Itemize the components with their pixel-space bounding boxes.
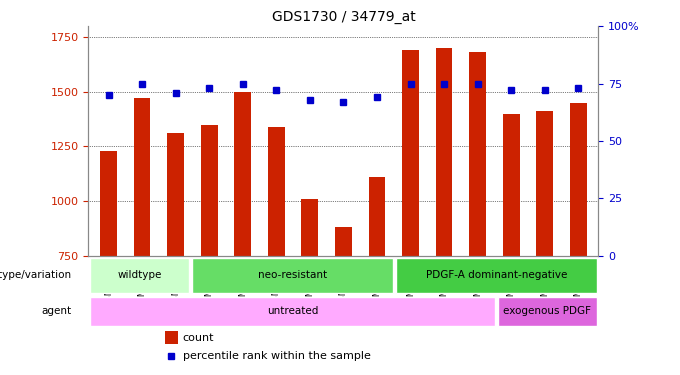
Text: neo-resistant: neo-resistant bbox=[258, 270, 327, 280]
Bar bbox=[396, 258, 597, 293]
Bar bbox=[165, 331, 177, 344]
Title: GDS1730 / 34779_at: GDS1730 / 34779_at bbox=[271, 10, 415, 24]
Text: percentile rank within the sample: percentile rank within the sample bbox=[183, 351, 371, 361]
Text: untreated: untreated bbox=[267, 306, 318, 316]
Text: wildtype: wildtype bbox=[117, 270, 162, 280]
Bar bbox=[537, 111, 553, 375]
Bar bbox=[134, 98, 150, 375]
Bar bbox=[201, 124, 218, 375]
Bar bbox=[268, 127, 285, 375]
Bar bbox=[402, 50, 419, 375]
Bar bbox=[498, 297, 597, 326]
Bar bbox=[369, 177, 386, 375]
Bar bbox=[436, 48, 452, 375]
Text: PDGF-A dominant-negative: PDGF-A dominant-negative bbox=[426, 270, 567, 280]
Bar bbox=[90, 258, 188, 293]
Bar bbox=[90, 297, 495, 326]
Bar bbox=[235, 92, 251, 375]
Bar bbox=[100, 151, 117, 375]
Bar bbox=[503, 114, 520, 375]
Bar bbox=[335, 227, 352, 375]
Bar bbox=[570, 103, 587, 375]
Bar bbox=[301, 199, 318, 375]
Bar bbox=[469, 53, 486, 375]
Text: exogenous PDGF: exogenous PDGF bbox=[503, 306, 592, 316]
Text: genotype/variation: genotype/variation bbox=[0, 270, 71, 280]
Bar bbox=[167, 133, 184, 375]
Bar bbox=[192, 258, 393, 293]
Text: agent: agent bbox=[41, 306, 71, 316]
Text: count: count bbox=[183, 333, 214, 343]
